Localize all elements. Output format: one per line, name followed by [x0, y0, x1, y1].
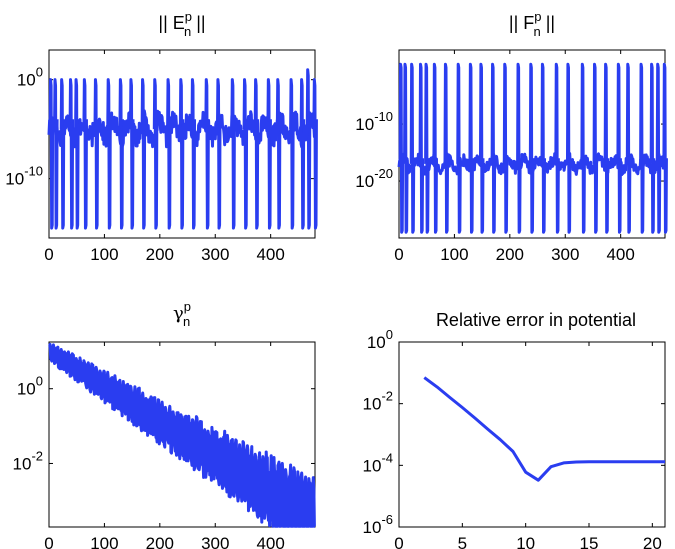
panel-gamma: γp n 0 100 200 300 400 100 10-2 — [13, 299, 316, 549]
series-spike — [68, 78, 75, 230]
series-line — [397, 152, 666, 177]
series-spike — [616, 62, 622, 234]
series-spike — [230, 78, 236, 230]
series-spike — [565, 62, 572, 234]
series-spike — [443, 62, 450, 234]
series-spike — [275, 78, 282, 230]
chart-title: || Fp n || — [509, 9, 555, 39]
series-line — [48, 342, 316, 528]
x-tick-label: 100 — [90, 245, 118, 264]
x-tick-label: 0 — [44, 245, 53, 264]
series-spike — [490, 62, 497, 234]
x-tick-label: 300 — [551, 245, 579, 264]
x-tick-label: 20 — [643, 534, 662, 549]
x-tick-label: 0 — [394, 245, 403, 264]
series-spike — [53, 78, 59, 230]
series-spike — [398, 62, 405, 234]
series-spike — [289, 78, 295, 230]
x-tick-label: 200 — [146, 245, 174, 264]
panel-F-norm: || Fp n || 0 100 200 300 400 10-10 10-20 — [355, 9, 668, 264]
series-spike — [625, 62, 632, 234]
series-spike — [468, 62, 474, 234]
series-spike — [266, 78, 272, 230]
x-tick-label: 100 — [440, 245, 468, 264]
x-tick-label: 10 — [516, 534, 535, 549]
chart-title: Relative error in potential — [436, 310, 636, 330]
x-tick-label: 200 — [146, 534, 174, 549]
series-spike — [312, 78, 318, 230]
series-spike — [305, 68, 312, 230]
x-tick-label: 400 — [256, 245, 284, 264]
series-spike — [48, 78, 55, 230]
series-spike — [403, 62, 409, 234]
series-spike — [128, 78, 135, 230]
series-spike — [540, 62, 547, 234]
panel-E-norm: || Ep n || 0 100 200 300 400 100 10-10 — [5, 9, 318, 264]
series-spike — [299, 78, 306, 230]
series-spike — [74, 78, 80, 230]
series-spike — [418, 62, 425, 234]
x-tick-label: 0 — [394, 534, 403, 549]
series-spike — [166, 78, 172, 230]
series-spike — [456, 62, 462, 234]
y-tick-label: 10-2 — [13, 448, 43, 473]
series-spike — [242, 78, 249, 230]
series-spike — [649, 62, 656, 234]
plot-area-frame — [48, 341, 316, 528]
x-tick-label: 300 — [201, 534, 229, 549]
series-spike — [516, 62, 522, 234]
series-spike — [603, 62, 610, 234]
x-tick-label: 300 — [201, 245, 229, 264]
series-spike — [215, 78, 222, 230]
series-spike — [662, 62, 668, 234]
x-tick-label: 5 — [458, 534, 467, 549]
series-spike — [502, 62, 509, 234]
series-line — [47, 109, 317, 149]
y-tick-label: 10-20 — [355, 166, 393, 191]
series-spike — [82, 78, 88, 230]
series-spike — [424, 62, 430, 234]
y-tick-label: 100 — [17, 374, 43, 399]
series-spike — [106, 78, 112, 230]
y-tick-label: 10-6 — [363, 512, 393, 537]
series-spike — [93, 78, 100, 230]
x-tick-label: 100 — [90, 534, 118, 549]
chart-title: γp n — [173, 299, 191, 329]
series-spike — [592, 62, 599, 234]
series-spike — [204, 78, 210, 230]
chart-title: || Ep n || — [158, 9, 205, 39]
plot-area-frame — [398, 341, 666, 528]
y-tick-label: 10-4 — [363, 450, 393, 475]
y-tick-label: 10-10 — [5, 164, 43, 189]
series-spike — [140, 78, 147, 230]
y-tick-label: 100 — [17, 65, 43, 90]
panel-relative-error: Relative error in potential 0 5 10 15 20 100 1… — [363, 310, 666, 549]
series-spike — [253, 78, 260, 230]
series-spike — [655, 62, 662, 234]
x-tick-label: 15 — [580, 534, 599, 549]
x-tick-label: 200 — [496, 245, 524, 264]
series-spike — [639, 62, 645, 234]
x-tick-label: 0 — [44, 534, 53, 549]
series-spike — [178, 78, 185, 230]
series-spike — [190, 78, 197, 230]
x-tick-label: 400 — [256, 534, 284, 549]
series-spike — [59, 78, 66, 230]
series-spike — [152, 78, 159, 230]
series-spike — [478, 62, 485, 234]
series-spike — [118, 78, 124, 230]
series-spike — [409, 62, 416, 234]
y-tick-label: 100 — [367, 327, 393, 352]
x-tick-label: 400 — [606, 245, 634, 264]
y-tick-label: 10-2 — [363, 389, 393, 414]
series-spike — [580, 62, 586, 234]
y-tick-label: 10-10 — [355, 109, 393, 134]
series-line — [423, 376, 665, 482]
series-spike — [528, 62, 535, 234]
series-spike — [432, 62, 438, 234]
series-spike — [554, 62, 560, 234]
